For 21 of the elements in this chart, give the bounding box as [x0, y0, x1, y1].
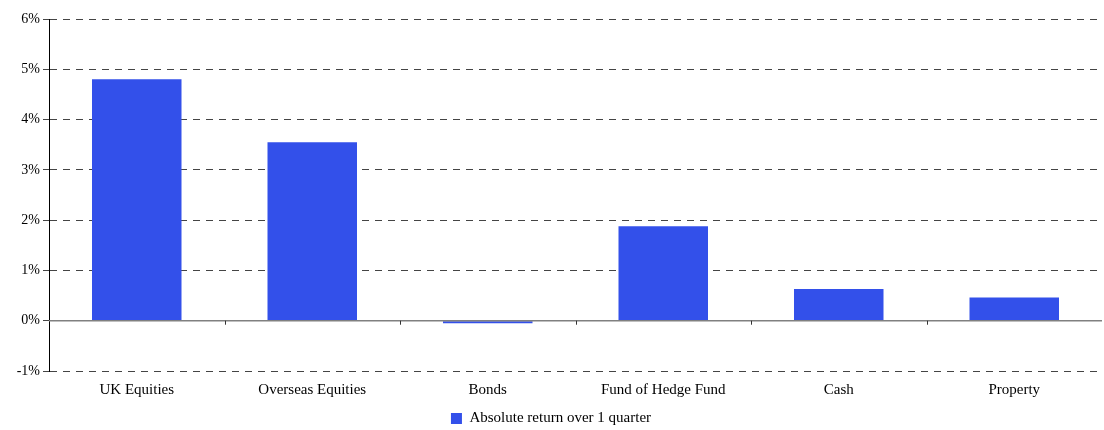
bar	[794, 289, 884, 321]
y-tick-label: 3%	[21, 161, 41, 177]
x-tick-label: Cash	[823, 380, 855, 397]
y-tick-label: 5%	[21, 60, 41, 76]
y-tick-label: -1%	[16, 362, 41, 378]
y-tick-label: 6%	[21, 10, 41, 26]
legend-label: Absolute return over 1 quarter	[469, 409, 652, 426]
x-tick-label: Fund of Hedge Fund	[600, 380, 727, 397]
bar	[618, 226, 708, 321]
x-tick-label: UK Equities	[99, 380, 175, 397]
x-tick-label: Property	[988, 380, 1041, 397]
y-tick-label: 0%	[21, 312, 41, 328]
bar	[969, 297, 1059, 321]
y-tick-label: 2%	[21, 211, 41, 227]
bar	[443, 321, 533, 324]
x-tick-label: Bonds	[468, 380, 508, 397]
bar	[92, 79, 182, 321]
x-tick-label: Overseas Equities	[258, 380, 367, 397]
bar	[267, 142, 357, 321]
y-tick-label: 1%	[21, 262, 41, 278]
y-tick-label: 4%	[21, 111, 41, 127]
